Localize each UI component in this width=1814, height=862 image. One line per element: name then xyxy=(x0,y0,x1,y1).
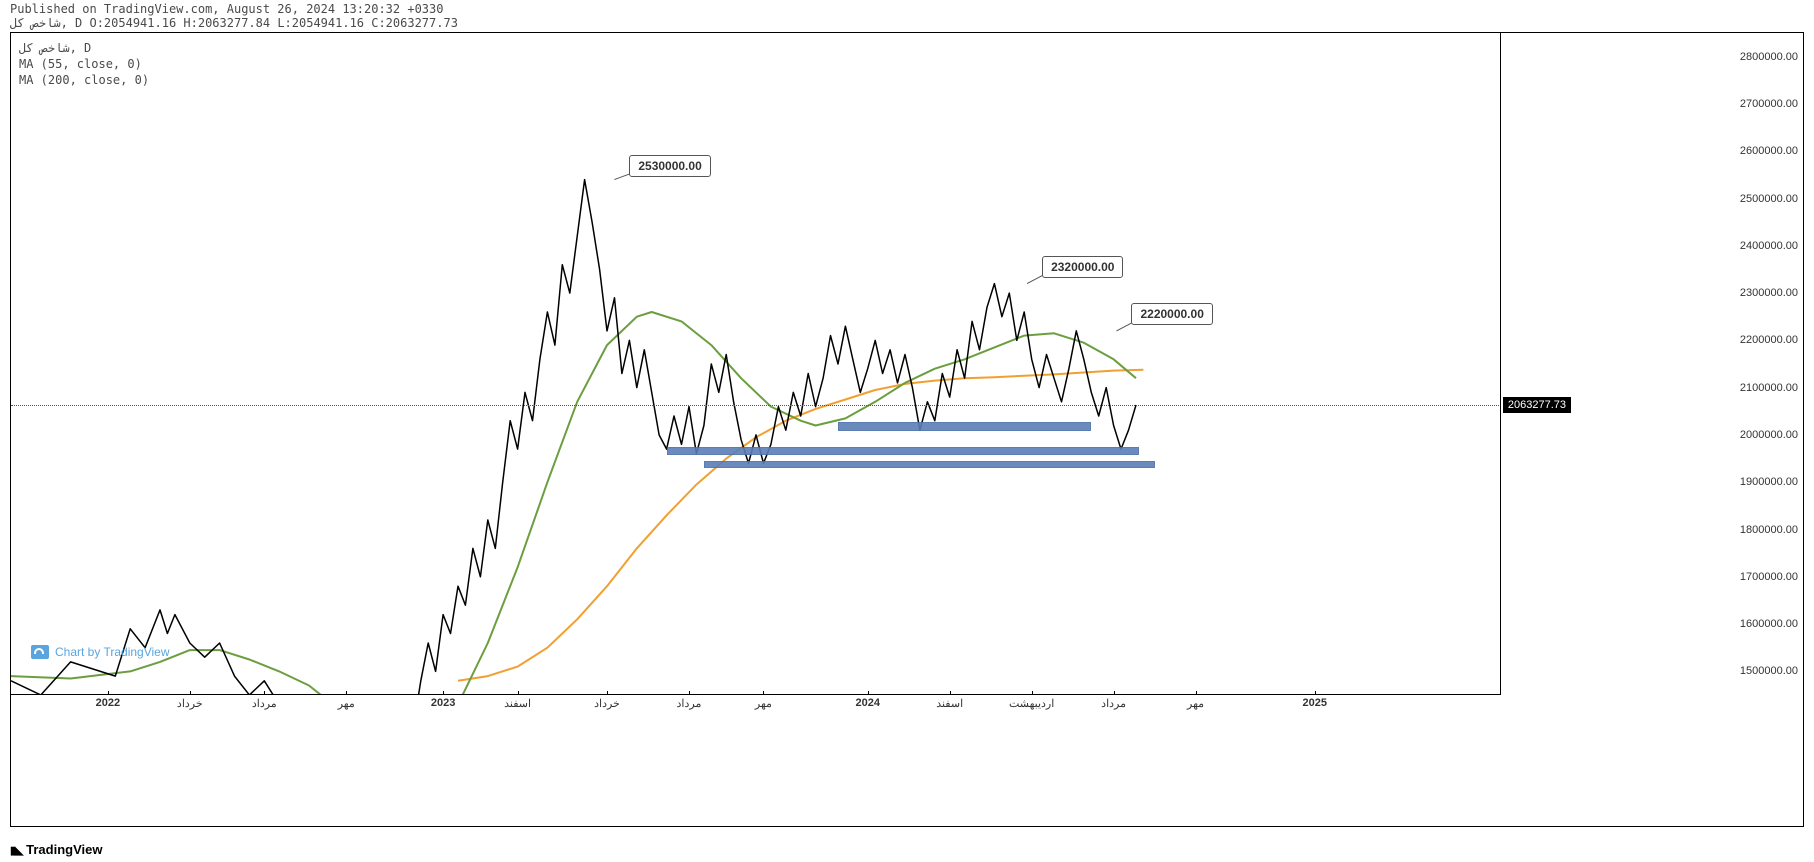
x-tick-mark xyxy=(346,691,347,695)
footer-brand: ▮◣ TradingView xyxy=(10,842,102,857)
x-tick-mark xyxy=(607,691,608,695)
support-zone xyxy=(838,422,1091,431)
x-tick-mark xyxy=(443,691,444,695)
y-tick: 1900000.00 xyxy=(1740,476,1798,488)
tradingview-icon xyxy=(31,645,49,659)
footer-text: TradingView xyxy=(26,842,102,857)
y-tick: 2300000.00 xyxy=(1740,287,1798,299)
x-tick: مرداد xyxy=(1101,697,1126,710)
x-tick: مهر xyxy=(1187,697,1204,710)
support-zone xyxy=(667,447,1139,455)
publish-info: Published on TradingView.com, August 26,… xyxy=(10,2,443,16)
x-tick-mark xyxy=(518,691,519,695)
attribution: Chart by TradingView xyxy=(31,645,170,659)
current-price-tag: 2063277.73 xyxy=(1503,397,1571,413)
ohlc-info: شاخص کل, D O:2054941.16 H:2063277.84 L:2… xyxy=(10,16,458,30)
x-tick: مهر xyxy=(338,697,355,710)
x-tick: خرداد xyxy=(177,697,203,710)
x-tick-mark xyxy=(264,691,265,695)
x-tick-mark xyxy=(1114,691,1115,695)
x-axis: 2022 خرداد مرداد مهر 2023 اسفند خرداد مرداد مهر 2… xyxy=(11,695,1501,725)
plot-area[interactable]: شاخص کل, D MA (55, close, 0) MA (200, cl… xyxy=(11,33,1501,695)
chart-svg xyxy=(11,33,1501,695)
chart-container[interactable]: شاخص کل, D MA (55, close, 0) MA (200, cl… xyxy=(10,32,1804,827)
x-tick-mark xyxy=(108,691,109,695)
footer-glyph: ▮◣ xyxy=(10,845,23,857)
x-tick: اسفند xyxy=(936,697,963,710)
price-annotation: 2220000.00 xyxy=(1131,303,1212,325)
y-tick: 1800000.00 xyxy=(1740,524,1798,536)
x-tick-mark xyxy=(868,691,869,695)
x-tick: اردیبهشت xyxy=(1009,697,1054,710)
y-tick: 2500000.00 xyxy=(1740,193,1798,205)
x-tick: اسفند xyxy=(504,697,531,710)
x-tick-mark xyxy=(689,691,690,695)
y-tick: 2000000.00 xyxy=(1740,429,1798,441)
price-annotation: 2530000.00 xyxy=(629,155,710,177)
x-tick-mark xyxy=(1032,691,1033,695)
y-tick: 1500000.00 xyxy=(1740,665,1798,677)
y-axis: 1500000.00 1600000.00 1700000.00 1800000.00… xyxy=(1738,33,1803,695)
x-tick-mark xyxy=(1196,691,1197,695)
current-price-line xyxy=(11,405,1501,406)
x-tick: 2024 xyxy=(856,697,880,709)
y-tick: 2400000.00 xyxy=(1740,240,1798,252)
x-tick-mark xyxy=(1315,691,1316,695)
y-tick: 1700000.00 xyxy=(1740,571,1798,583)
y-tick: 1600000.00 xyxy=(1740,618,1798,630)
x-tick-mark xyxy=(950,691,951,695)
support-zone xyxy=(704,461,1155,468)
x-tick-mark xyxy=(190,691,191,695)
y-tick: 2100000.00 xyxy=(1740,382,1798,394)
y-tick: 2700000.00 xyxy=(1740,98,1798,110)
x-tick: مهر xyxy=(755,697,772,710)
x-tick: خرداد xyxy=(594,697,620,710)
x-tick-mark xyxy=(763,691,764,695)
x-tick: 2023 xyxy=(431,697,455,709)
y-tick: 2200000.00 xyxy=(1740,334,1798,346)
x-tick: مرداد xyxy=(252,697,277,710)
y-tick: 2800000.00 xyxy=(1740,51,1798,63)
y-tick: 2600000.00 xyxy=(1740,145,1798,157)
attribution-text: Chart by TradingView xyxy=(55,645,170,659)
x-tick: مرداد xyxy=(677,697,702,710)
x-tick: 2022 xyxy=(96,697,120,709)
x-tick: 2025 xyxy=(1303,697,1327,709)
price-annotation: 2320000.00 xyxy=(1042,256,1123,278)
